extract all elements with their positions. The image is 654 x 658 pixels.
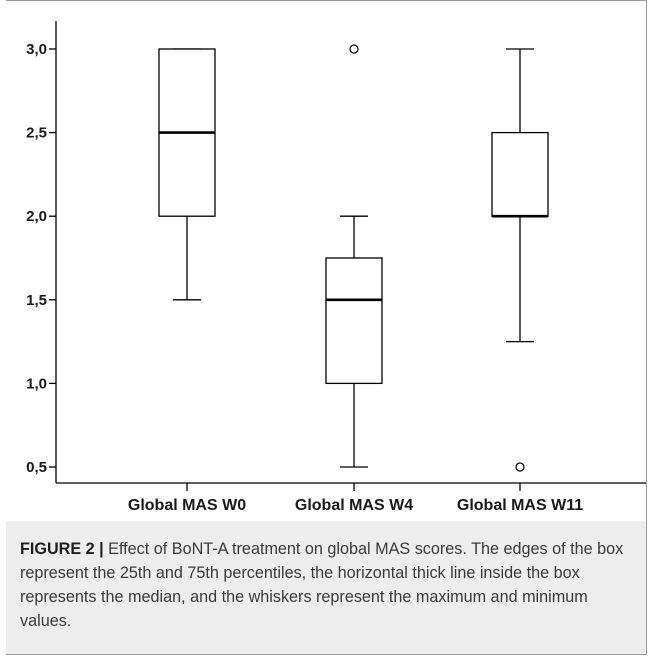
outlier-point [349,44,359,54]
y-tick-label: 1,0 [26,375,47,392]
x-category-label: Global MAS W4 [295,497,413,514]
x-category-label: Global MAS W11 [457,497,583,514]
iqr-box [325,257,383,385]
y-tick-label: 2,0 [26,208,47,225]
figure-label: FIGURE 2 | [20,540,104,558]
iqr-box [491,131,549,217]
outlier-point [515,462,525,472]
figure-caption: FIGURE 2 | Effect of BoNT-A treatment on… [20,537,640,633]
y-tick-label: 0,5 [26,459,47,476]
caption-background [6,521,646,654]
x-category-label: Global MAS W0 [128,497,246,514]
y-tick-label: 2,5 [26,125,47,142]
figure-panel: 0,5 1,0 1,5 2,0 2,5 3,0 Global MAS W0 Global MA… [6,0,647,655]
y-tick-label: 3,0 [26,41,47,58]
caption-text: Effect of BoNT-A treatment on global MAS… [20,540,624,630]
boxplot-chart: 0,5 1,0 1,5 2,0 2,5 3,0 Global MAS W0 Global MA… [26,21,646,514]
y-tick-label: 1,5 [26,292,47,309]
